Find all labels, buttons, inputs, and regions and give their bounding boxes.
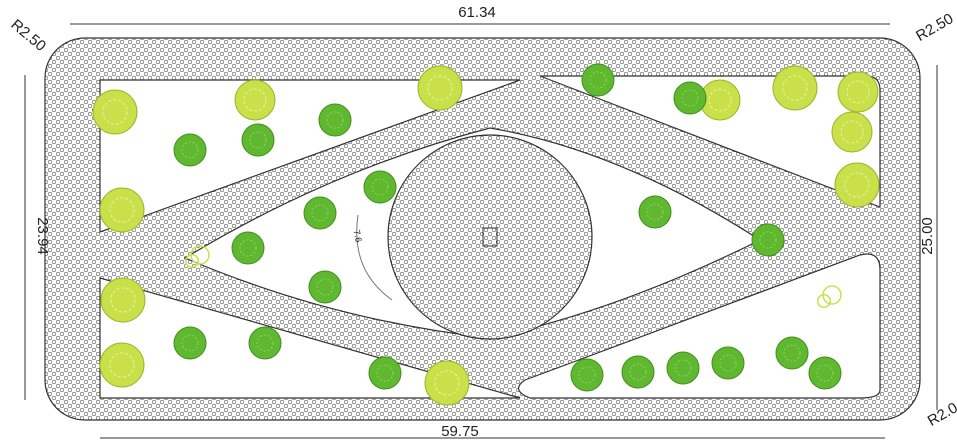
- radius-label: R2.50: [8, 16, 50, 55]
- tree: [371, 178, 389, 196]
- tree: [589, 71, 607, 89]
- dimension-label: 23.94: [34, 217, 51, 255]
- tree: [759, 231, 777, 249]
- tree: [256, 334, 274, 352]
- tree: [831, 111, 873, 153]
- tree: [674, 359, 692, 377]
- tree: [173, 133, 207, 167]
- tree: [368, 356, 402, 390]
- dimension-label: 25.00: [919, 217, 936, 255]
- tree: [570, 358, 604, 392]
- tree: [316, 278, 334, 296]
- planting-bed: [99, 277, 521, 399]
- tree: [629, 363, 647, 381]
- tree: [303, 196, 337, 230]
- center-feature: [482, 227, 498, 247]
- tree: [666, 351, 700, 385]
- tree: [239, 239, 257, 257]
- trees: [92, 63, 880, 406]
- tree: [808, 356, 842, 390]
- tree: [109, 352, 135, 378]
- tree: [424, 360, 470, 406]
- arc-label: 7.6: [352, 229, 364, 243]
- tree: [646, 203, 664, 221]
- tree: [173, 326, 207, 360]
- tree: [231, 231, 265, 265]
- tree: [363, 170, 397, 204]
- tree: [248, 326, 282, 360]
- tree: [816, 293, 832, 309]
- tree: [581, 63, 615, 97]
- tree: [181, 334, 199, 352]
- tree: [673, 81, 707, 115]
- dimension-label: 61.34: [458, 4, 496, 21]
- tree: [326, 111, 344, 129]
- arc-dimension: [356, 214, 393, 301]
- radius-label: R2.50: [913, 10, 956, 45]
- tree: [243, 88, 267, 112]
- tree: [99, 187, 145, 233]
- tree: [318, 103, 352, 137]
- tree: [181, 141, 199, 159]
- tree: [234, 79, 276, 121]
- tree: [241, 123, 275, 157]
- tree: [102, 99, 128, 125]
- tree: [99, 342, 145, 388]
- dimension-label: 59.75: [441, 423, 479, 440]
- tree: [816, 364, 834, 382]
- planting-bed: [99, 79, 521, 233]
- tree: [837, 71, 879, 113]
- radius-label: R2.0: [925, 399, 957, 430]
- tree: [783, 344, 801, 362]
- tree: [681, 89, 699, 107]
- tree: [427, 75, 453, 101]
- central-plaza: [387, 134, 593, 340]
- tree: [184, 253, 200, 269]
- tree: [846, 80, 870, 104]
- tree: [708, 88, 732, 112]
- tree: [311, 204, 329, 222]
- tree: [638, 195, 672, 229]
- tree: [719, 354, 737, 372]
- tree: [434, 370, 460, 396]
- tree: [844, 172, 870, 198]
- tree: [834, 162, 880, 208]
- tree: [308, 270, 342, 304]
- tree: [109, 197, 135, 223]
- tree: [711, 346, 745, 380]
- tree: [840, 120, 864, 144]
- tree: [376, 364, 394, 382]
- tree: [772, 65, 818, 111]
- tree: [249, 131, 267, 149]
- tree: [110, 287, 136, 313]
- tree: [621, 355, 655, 389]
- tree: [782, 75, 808, 101]
- tree: [578, 366, 596, 384]
- tree: [751, 223, 785, 257]
- tree: [100, 277, 146, 323]
- tree: [92, 89, 138, 135]
- tree: [775, 336, 809, 370]
- tree: [417, 65, 463, 111]
